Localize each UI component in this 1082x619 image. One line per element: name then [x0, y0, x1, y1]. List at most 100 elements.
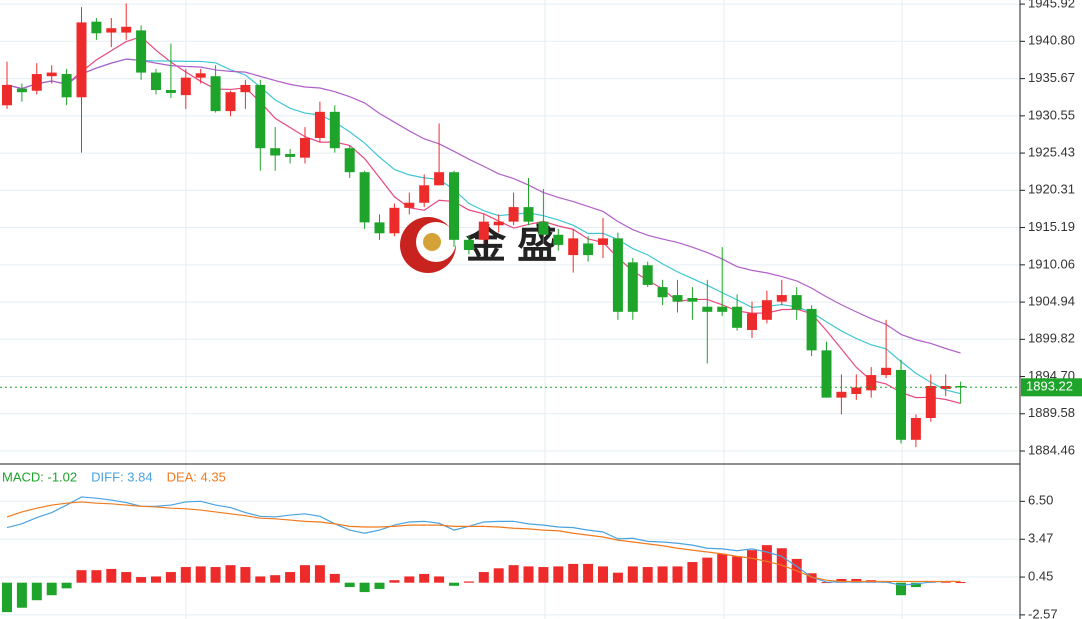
macd-bar: [732, 556, 743, 583]
macd-bar: [121, 572, 132, 583]
candle-body: [151, 72, 161, 91]
macd-bar: [195, 566, 206, 583]
candle-body: [419, 185, 430, 203]
macd-bar: [240, 567, 251, 583]
macd-bar: [806, 573, 817, 583]
candle-body: [285, 154, 296, 157]
candle-body: [16, 88, 27, 93]
macd-bar: [76, 570, 87, 583]
candle-body: [612, 238, 623, 312]
candle-body: [791, 295, 802, 310]
candle-body: [329, 111, 340, 149]
y-tick-label: 0.45: [1028, 568, 1053, 583]
candle-body: [717, 306, 728, 312]
candle-body: [404, 202, 415, 208]
candle-body: [91, 21, 102, 34]
moving-average: [6, 35, 961, 405]
macd-bar: [61, 582, 72, 589]
macd-legend: DIFF: 3.84: [91, 469, 152, 484]
candle-body: [642, 265, 653, 285]
y-tick-label: 1915.19: [1028, 219, 1075, 234]
candle-body: [732, 306, 743, 328]
macd-bar: [598, 566, 608, 583]
candle-body: [359, 172, 370, 223]
candle-body: [866, 375, 877, 391]
candle-body: [583, 243, 594, 256]
candle-body: [463, 239, 474, 251]
macd-bar: [270, 575, 281, 583]
candle-body: [881, 367, 892, 376]
logo: 金 盛: [400, 217, 557, 273]
candle-body: [314, 111, 325, 139]
candle-body: [821, 350, 832, 398]
y-tick-label: 1884.46: [1028, 442, 1075, 457]
macd-bar: [955, 582, 966, 584]
candle-body: [776, 295, 787, 302]
macd-bar: [478, 572, 489, 583]
y-tick-label: 1925.43: [1028, 145, 1075, 160]
macd-bar: [553, 566, 564, 583]
candle-body: [538, 221, 549, 235]
macd-bar: [46, 582, 57, 596]
macd-bar: [344, 582, 355, 588]
macd-bar: [165, 572, 176, 583]
grid: [0, 3, 1020, 616]
macd-bar: [106, 568, 117, 583]
candle-body: [195, 73, 206, 78]
macd-bar: [463, 581, 474, 583]
candle-body: [598, 238, 608, 245]
macd-bar: [910, 582, 921, 588]
macd-bar: [583, 563, 594, 583]
plot: [0, 3, 1020, 613]
macd-bar: [419, 573, 430, 583]
candle-body: [389, 207, 400, 234]
candle-body: [46, 72, 57, 77]
macd-bar: [151, 576, 161, 583]
candle-body: [61, 74, 72, 98]
macd-bar: [374, 582, 385, 589]
candle-body: [76, 22, 87, 98]
y-tick-label: 1940.80: [1028, 33, 1075, 48]
macd-bar: [761, 545, 772, 583]
candle-body: [478, 221, 489, 240]
macd-bar: [523, 566, 534, 583]
macd-bar: [538, 567, 549, 583]
macd-bar: [359, 582, 370, 593]
macd-bar: [31, 582, 42, 601]
candle-body: [896, 369, 906, 440]
candle-body: [106, 28, 117, 33]
macd-bar: [180, 567, 191, 583]
candle-body: [553, 234, 564, 245]
candle-body: [255, 84, 266, 149]
macd-bar: [896, 582, 906, 596]
macd-legend: DEA: 4.35: [167, 469, 226, 484]
candle-body: [672, 295, 683, 302]
y-tick-label: 3.47: [1028, 531, 1053, 546]
macd-bar: [508, 565, 519, 583]
macd-bar: [612, 572, 623, 583]
candle-body: [165, 90, 176, 93]
macd-bar: [2, 582, 12, 613]
candle-body: [434, 172, 445, 186]
candle-body: [508, 207, 519, 222]
candle-body: [180, 77, 191, 96]
macd-bar: [329, 573, 340, 583]
candle-body: [955, 385, 966, 388]
y-tick-label: 1910.06: [1028, 256, 1075, 271]
candle-body: [344, 148, 355, 173]
last-price-label: 1893.22: [1026, 379, 1073, 394]
candle-body: [240, 84, 251, 93]
last-price-box: [1021, 378, 1082, 397]
macd-bar: [940, 581, 951, 583]
macd-bar: [657, 566, 668, 583]
candle-body: [657, 287, 668, 298]
y-tick-label: 1920.31: [1028, 182, 1075, 197]
candle-body: [806, 308, 817, 351]
candle-body: [121, 26, 132, 33]
macd-bar: [717, 553, 728, 583]
macd-bar: [91, 570, 102, 583]
candle-body: [836, 391, 847, 398]
candle-body: [627, 262, 638, 312]
macd-bar: [851, 578, 862, 583]
